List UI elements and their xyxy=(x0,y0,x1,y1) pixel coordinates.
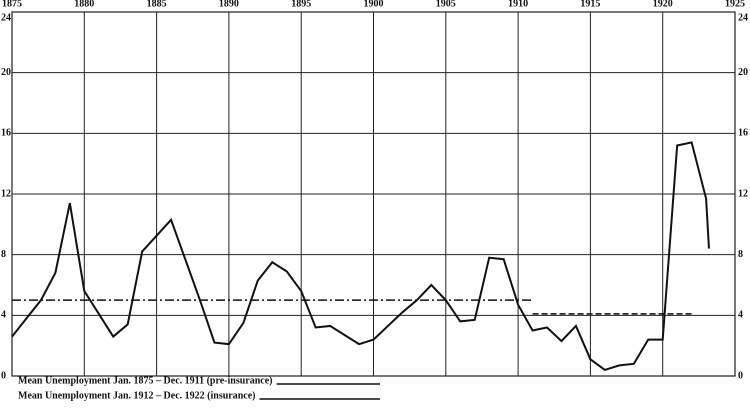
x-tick-label: 1900 xyxy=(364,0,384,9)
y-tick-label: 4 xyxy=(1,310,6,321)
x-tick-label: 1890 xyxy=(219,0,239,9)
x-tick-label: 1895 xyxy=(291,0,311,9)
y-tick-label: 24 xyxy=(738,12,748,23)
y-tick-label: 4 xyxy=(738,310,743,321)
y-tick-label: 16 xyxy=(738,128,748,139)
x-tick-label: 1920 xyxy=(653,0,673,9)
y-tick-label: 24 xyxy=(1,12,11,23)
x-tick-label: 1875 xyxy=(2,0,22,9)
x-tick-label: 1885 xyxy=(147,0,167,9)
y-tick-label: 12 xyxy=(738,188,748,199)
legend-label: Mean Unemployment Jan. 1875 – Dec. 1911 … xyxy=(18,375,273,386)
x-tick-label: 1910 xyxy=(508,0,528,9)
y-tick-label: 20 xyxy=(738,67,748,78)
y-tick-label: 0 xyxy=(738,370,743,381)
x-tick-label: 1880 xyxy=(74,0,94,9)
x-tick-label: 1925 xyxy=(725,0,745,9)
y-tick-label: 12 xyxy=(1,188,11,199)
y-tick-label: 16 xyxy=(1,128,11,139)
legend-label: Mean Unemployment Jan. 1912 – Dec. 1922 … xyxy=(18,390,255,401)
y-tick-label: 8 xyxy=(1,249,6,260)
x-tick-label: 1905 xyxy=(436,0,456,9)
y-tick-label: 20 xyxy=(1,67,11,78)
data-line xyxy=(11,141,710,372)
x-tick-label: 1915 xyxy=(580,0,600,9)
y-tick-label: 0 xyxy=(1,370,6,381)
y-tick-label: 8 xyxy=(738,249,743,260)
